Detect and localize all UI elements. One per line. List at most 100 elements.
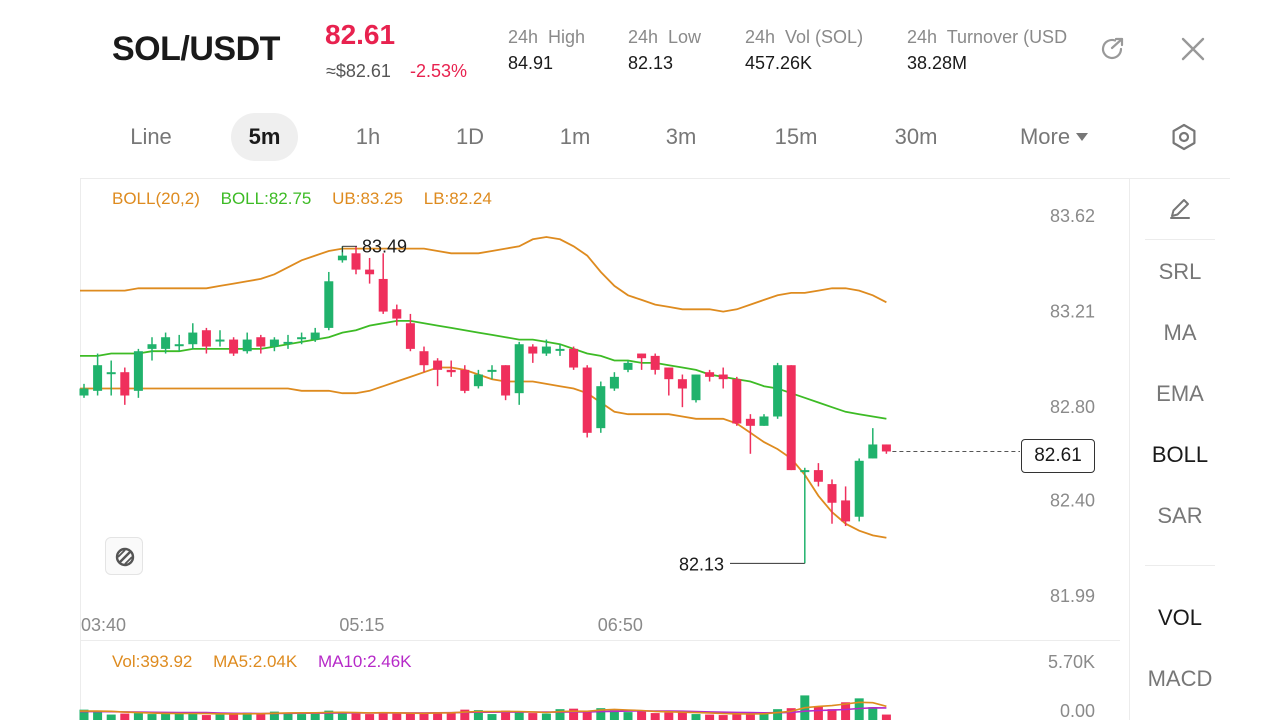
stat-24h-volume: 24h Vol (SOL) 457.26K [745, 27, 863, 74]
divider [1145, 239, 1215, 240]
candle-body [446, 369, 456, 373]
indicator-boll[interactable]: BOLL [1151, 442, 1209, 467]
volume-bar [433, 712, 443, 720]
draw-tool-button[interactable] [1130, 195, 1230, 227]
boll-params: BOLL(20,2) [112, 189, 200, 208]
candle-body [718, 374, 728, 380]
candle-body [161, 337, 171, 349]
share-icon[interactable] [1098, 34, 1128, 64]
tab-1h[interactable]: 1h [355, 124, 381, 149]
volume-bar [569, 708, 579, 720]
time-axis-tick: 06:50 [598, 615, 643, 635]
interval-tabs: Line 5m 1h 1D 1m 3m 15m 30m More [0, 110, 1280, 166]
candle-body [324, 281, 334, 328]
price-axis-tick: 83.62 [1050, 206, 1095, 226]
volume-bar [120, 713, 130, 720]
volume-bar [650, 713, 660, 720]
volume-bar [759, 713, 769, 720]
indicator-sar[interactable]: SAR [1157, 503, 1203, 528]
tab-5m[interactable]: 5m [231, 113, 298, 161]
boll-mid-value: BOLL:82.75 [220, 189, 312, 208]
stat-24h-turnover: 24h Turnover (USD 38.28M [907, 27, 1083, 74]
candle-body [841, 500, 851, 522]
price-axis-tick: 82.80 [1050, 397, 1095, 417]
stat-value: 84.91 [508, 53, 554, 73]
indicator-vol[interactable]: VOL [1157, 605, 1203, 630]
candle-body [881, 444, 891, 452]
candle-body [596, 386, 606, 429]
boll-middle-line [80, 319, 887, 420]
indicator-ema[interactable]: EMA [1156, 381, 1204, 406]
tab-more[interactable]: More [1000, 113, 1108, 161]
candle-body [623, 362, 633, 370]
chevron-down-icon [1076, 133, 1089, 141]
stat-label: 24h High [508, 27, 586, 47]
tab-more-label: More [1019, 124, 1071, 149]
indicator-srl[interactable]: SRL [1158, 259, 1202, 284]
stat-label: 24h Vol (SOL) [745, 27, 864, 47]
candle-body [242, 339, 252, 352]
volume-bar [310, 713, 320, 720]
candle-body [147, 344, 157, 349]
candle-body [473, 374, 483, 387]
tab-30m[interactable]: 30m [894, 124, 938, 149]
volume-axis-tick: 0.00 [1060, 701, 1095, 720]
stat-label: 24h Low [628, 27, 702, 47]
price-axis-tick: 82.40 [1050, 490, 1095, 510]
candle-body [106, 372, 116, 375]
chart-tool-button[interactable] [105, 537, 143, 575]
volume-bar [664, 712, 674, 720]
divider [80, 178, 1230, 179]
price-axis-tick: 83.21 [1050, 302, 1095, 322]
tab-1d[interactable]: 1D [455, 124, 485, 149]
settings-hexagon-icon [1172, 123, 1196, 151]
volume-bar [677, 712, 687, 720]
indicator-macd[interactable]: MACD [1147, 666, 1213, 691]
volume-bar [637, 711, 647, 720]
candle-body [120, 372, 130, 396]
volume-bar [881, 714, 891, 720]
volume-axis-tick: 5.70K [1048, 652, 1095, 672]
boll-lower-band [80, 366, 887, 539]
volume-bar [215, 714, 225, 720]
volume-bar [188, 713, 198, 720]
chart-settings-button[interactable] [1160, 113, 1208, 161]
candle-body [269, 339, 279, 347]
candle-body [745, 418, 755, 426]
volume-bar [405, 713, 415, 720]
candle-body [337, 255, 347, 261]
candle-body [392, 309, 402, 319]
volume-bar [93, 712, 103, 720]
volume-bar [174, 712, 184, 720]
tab-3m[interactable]: 3m [665, 124, 697, 149]
tab-15m[interactable]: 15m [774, 124, 818, 149]
volume-bar [378, 712, 388, 720]
candle-body [786, 365, 796, 471]
vol-ma10-value: MA10:2.46K [317, 652, 412, 671]
volume-bar [773, 709, 783, 720]
ticker-header: SOL/USDT 82.61 ≈$82.61 -2.53% 24h High 8… [0, 0, 1280, 100]
candle-body [691, 374, 701, 401]
boll-lb-value: LB:82.24 [423, 189, 492, 208]
indicator-ma[interactable]: MA [1163, 320, 1197, 345]
tab-line[interactable]: Line [130, 124, 172, 149]
volume-bar [487, 714, 497, 720]
volume-bar [609, 710, 619, 720]
volume-bar [514, 711, 524, 720]
volume-bar [460, 709, 470, 720]
boll-upper-band [80, 236, 887, 313]
close-icon[interactable] [1178, 34, 1208, 64]
candle-body [528, 346, 538, 354]
volume-bar [365, 714, 375, 720]
volume-bar [705, 714, 715, 720]
candle-body [378, 278, 388, 312]
candle-body [283, 341, 293, 344]
candle-body [174, 344, 184, 347]
volume-bar [242, 712, 252, 720]
divider [80, 178, 81, 720]
volume-bar [351, 713, 361, 720]
candle-body [229, 339, 239, 354]
tab-1m[interactable]: 1m [559, 124, 591, 149]
candle-body [93, 365, 103, 391]
